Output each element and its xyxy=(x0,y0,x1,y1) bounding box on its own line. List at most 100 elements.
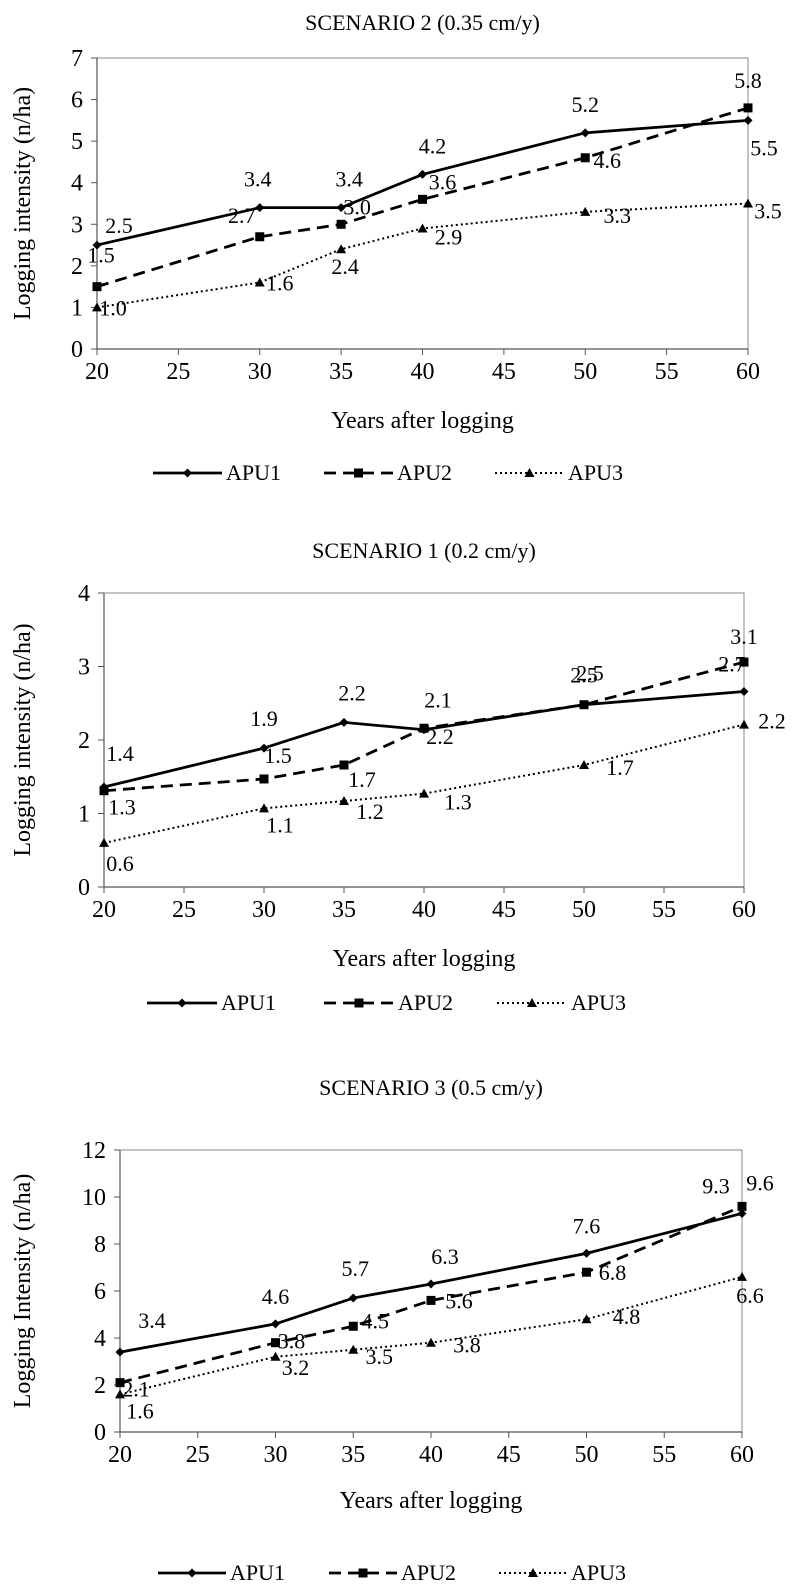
chart-2-apu1-data-label: 1.4 xyxy=(106,741,134,766)
chart-3-y-tick-label: 2 xyxy=(94,1373,106,1399)
chart-2-y-tick-label: 3 xyxy=(78,655,90,681)
chart-3-apu2-legend-label: APU2 xyxy=(401,1560,456,1585)
chart-1-apu1-data-label: 3.4 xyxy=(244,167,272,192)
chart-1-apu1-point xyxy=(336,203,346,213)
chart-1-apu1-point xyxy=(255,203,265,213)
chart-2-apu3-data-label: 1.3 xyxy=(444,790,472,815)
chart-3-apu2-point xyxy=(426,1295,436,1305)
chart-2-apu1-data-label: 2.5 xyxy=(576,661,604,686)
chart-2-apu2-data-label: 1.3 xyxy=(108,795,136,820)
chart-2-title: SCENARIO 1 (0.2 cm/y) xyxy=(312,538,536,563)
chart-2-apu2-data-label: 1.5 xyxy=(264,743,292,768)
chart-3-apu1-data-label: 9.3 xyxy=(702,1173,730,1198)
chart-1-apu3-point xyxy=(417,223,428,233)
chart-2-x-tick-label: 55 xyxy=(652,897,676,923)
chart-3-x-tick-label: 20 xyxy=(108,1442,132,1468)
chart-3-apu3-point xyxy=(426,1337,436,1347)
chart-2-apu2-point xyxy=(579,700,589,710)
chart-1-y-tick-label: 0 xyxy=(71,337,83,363)
chart-2-apu2-data-label: 2.2 xyxy=(426,724,454,749)
chart-1-x-tick-label: 20 xyxy=(85,359,109,385)
chart-1-x-tick-label: 30 xyxy=(248,359,272,385)
chart-3-apu1-point xyxy=(115,1347,125,1357)
chart-3-apu1-data-label: 6.3 xyxy=(431,1244,459,1269)
chart-2-apu3-point xyxy=(419,788,429,798)
chart-2-x-tick-label: 45 xyxy=(492,897,516,923)
chart-1-apu3-data-label: 3.3 xyxy=(604,203,632,228)
chart-1-apu3-data-label: 2.4 xyxy=(331,254,359,279)
chart-3-x-tick-label: 45 xyxy=(497,1442,521,1468)
chart-2-apu3-point xyxy=(739,719,749,729)
chart-3-apu3-point xyxy=(115,1389,125,1399)
chart-3-apu1-point xyxy=(271,1319,280,1329)
chart-2-y-tick-label: 4 xyxy=(78,581,90,607)
chart-1-apu3-legend-marker xyxy=(524,468,535,477)
chart-1-apu2-line xyxy=(96,106,749,288)
chart-3-y-tick-label: 8 xyxy=(94,1232,106,1258)
chart-1-apu2-point xyxy=(255,232,265,242)
chart-3-apu3-point xyxy=(581,1314,592,1324)
chart-3-apu2-data-label: 9.6 xyxy=(746,1170,774,1195)
chart-1-apu3-legend-label: APU3 xyxy=(568,460,623,485)
chart-1-y-tick-label: 4 xyxy=(71,171,83,197)
chart-3-apu1-line xyxy=(119,1212,743,1354)
chart-3-x-tick-label: 60 xyxy=(730,1442,754,1468)
chart-2-apu3-data-label: 1.1 xyxy=(266,812,294,837)
chart-1-y-tick-label: 3 xyxy=(71,212,83,238)
chart-1-x-tick-label: 50 xyxy=(573,359,597,385)
chart-2-apu3-point xyxy=(339,796,349,806)
chart-1-apu3-data-label: 2.9 xyxy=(435,224,463,249)
chart-3-apu2-data-label: 5.6 xyxy=(445,1288,473,1313)
chart-3-apu1-data-label: 7.6 xyxy=(573,1213,601,1238)
chart-3-apu2-line xyxy=(119,1205,743,1385)
chart-3-apu2-point xyxy=(348,1321,358,1331)
chart-1-apu2-data-label: 4.6 xyxy=(594,148,622,173)
chart-3-apu3-legend-marker xyxy=(528,1568,538,1577)
chart-3-apu2-data-label: 3.8 xyxy=(278,1329,306,1354)
chart-3-x-tick-label: 50 xyxy=(575,1442,599,1468)
chart-3-y-tick-label: 6 xyxy=(94,1279,106,1305)
chart-2-apu2-point xyxy=(419,723,429,733)
chart-2-x-tick-label: 50 xyxy=(572,897,596,923)
chart-1-apu2-legend-marker xyxy=(354,468,363,478)
chart-3-y-tick-label: 10 xyxy=(82,1185,106,1211)
chart-2-apu1-legend-label: APU1 xyxy=(221,990,276,1015)
chart-2-apu3-data-label: 0.6 xyxy=(106,851,134,876)
chart-3-apu3-data-label: 3.2 xyxy=(282,1355,310,1380)
chart-1-apu1-point xyxy=(92,240,102,250)
chart-1-y-tick-label: 6 xyxy=(71,88,83,114)
chart-1-apu2-point xyxy=(336,219,346,229)
chart-3-apu2-data-label: 4.5 xyxy=(362,1308,390,1333)
chart-2-apu1-legend-marker xyxy=(177,998,187,1008)
chart-3-y-tick-label: 12 xyxy=(82,1138,106,1164)
chart-3-apu3-line xyxy=(119,1275,743,1396)
chart-2-apu2-point xyxy=(739,657,749,667)
chart-3-apu3-data-label: 3.8 xyxy=(453,1333,481,1358)
chart-1-apu2-data-label: 5.8 xyxy=(734,68,762,93)
chart-1-apu1-data-label: 2.5 xyxy=(105,213,133,238)
chart-2-apu3-legend-marker xyxy=(527,998,537,1007)
chart-3-plot-frame xyxy=(119,1149,743,1433)
chart-1-apu3-data-label: 1.6 xyxy=(266,270,294,295)
chart-1-apu2-data-label: 3.0 xyxy=(343,194,371,219)
chart-3-apu1-point xyxy=(348,1293,358,1303)
chart-1-apu1-point xyxy=(743,115,753,125)
chart-1-x-axis-label: Years after logging xyxy=(331,408,514,434)
chart-3-apu2-point xyxy=(737,1201,747,1211)
chart-1-y-tick-label: 1 xyxy=(71,295,83,321)
chart-2-apu2-legend-marker xyxy=(354,998,364,1008)
chart-1-apu3-data-label: 1.0 xyxy=(99,295,127,320)
chart-1-apu2-data-label: 3.6 xyxy=(429,169,457,194)
chart-2-x-tick-label: 25 xyxy=(172,897,196,923)
chart-2-apu2-data-label: 2.5 xyxy=(570,663,598,688)
chart-3-apu3-legend-label: APU3 xyxy=(571,1560,626,1585)
chart-2-apu1-data-label: 2.1 xyxy=(424,688,452,713)
chart-2-apu3-point xyxy=(99,837,109,847)
chart-1-x-tick-label: 25 xyxy=(166,359,190,385)
chart-1-x-tick-label: 40 xyxy=(411,359,435,385)
chart-1-x-tick-label: 60 xyxy=(736,359,760,385)
chart-3-apu2-data-label: 6.8 xyxy=(599,1260,627,1285)
chart-2-x-tick-label: 30 xyxy=(252,897,276,923)
chart-1-apu2-point xyxy=(580,153,590,163)
